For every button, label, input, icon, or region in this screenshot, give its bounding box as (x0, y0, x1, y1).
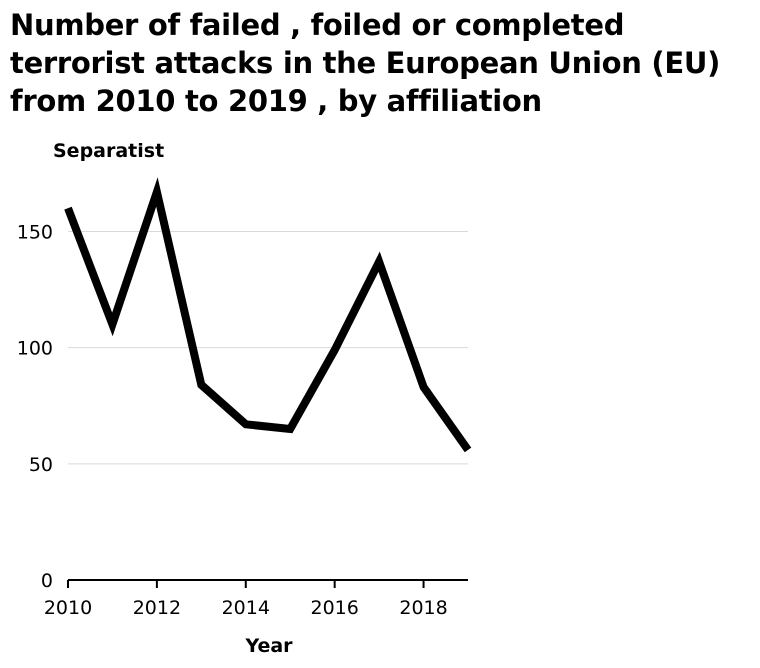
chart-title: Number of failed , foiled or completed t… (10, 8, 721, 118)
y-tick-label: 150 (17, 221, 53, 243)
x-axis-label: Year (244, 635, 293, 657)
y-tick-label: 100 (17, 338, 53, 360)
x-tick-label: 2014 (222, 597, 270, 619)
axes: 0 50 100 150 2010 2012 2014 2016 2018 (17, 221, 468, 619)
series-separatist (64, 177, 472, 453)
y-axis-label: Separatist (53, 140, 164, 162)
series-line (64, 177, 472, 453)
y-tick-label: 0 (41, 570, 53, 592)
x-tick-label: 2018 (399, 597, 447, 619)
x-tick-label: 2016 (310, 597, 358, 619)
x-tick-label: 2012 (133, 597, 181, 619)
gridlines (68, 230, 468, 465)
x-tick-label: 2010 (44, 597, 92, 619)
y-tick-label: 50 (29, 454, 53, 476)
